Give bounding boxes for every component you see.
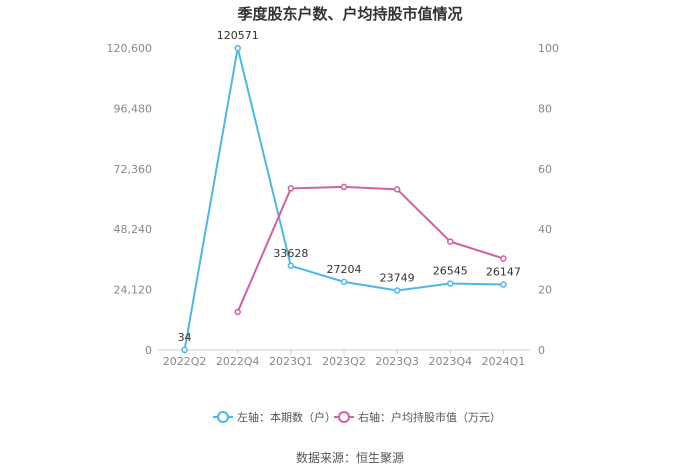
series-line-holders	[183, 47, 504, 351]
data-point[interactable]	[393, 186, 401, 193]
legend-marker-right-series	[338, 411, 350, 423]
data-labels: 34 120571 33628 27204 23749 26545 26147	[178, 29, 521, 344]
data-label: 120571	[217, 29, 259, 42]
data-point[interactable]	[287, 185, 295, 192]
series-layer	[181, 44, 507, 354]
data-point[interactable]	[181, 346, 188, 354]
x-tick-label: 2023Q4	[428, 355, 472, 368]
x-tick-label: 2022Q2	[163, 355, 207, 368]
left-y-tick-label: 72,360	[114, 163, 153, 176]
data-point[interactable]	[393, 287, 401, 294]
left-y-tick-label: 96,480	[114, 102, 153, 115]
data-label: 26545	[433, 265, 468, 278]
legend-item-left-series[interactable]: 左轴：本期数（户）	[213, 410, 336, 424]
data-point[interactable]	[447, 280, 454, 287]
x-tick-label: 2022Q4	[216, 355, 260, 368]
data-point[interactable]	[287, 262, 295, 270]
right-y-tick-label: 100	[538, 42, 559, 55]
left-y-tick-label: 48,240	[114, 223, 153, 236]
x-tick-label: 2023Q1	[269, 355, 313, 368]
legend-label-left-series: 左轴：本期数（户）	[237, 410, 336, 424]
data-label: 23749	[380, 272, 415, 285]
chart-title: 季度股东户数、户均持股市值情况	[237, 5, 462, 23]
data-label: 34	[178, 331, 192, 344]
data-label: 33628	[273, 247, 308, 260]
data-source: 数据来源：恒生聚源	[296, 450, 404, 465]
x-tick-label: 2023Q3	[375, 355, 419, 368]
data-point[interactable]	[340, 183, 348, 191]
data-point[interactable]	[500, 281, 507, 288]
series-line-avg-value	[236, 185, 504, 313]
data-point[interactable]	[234, 308, 241, 316]
left-y-tick-label: 120,600	[107, 42, 153, 55]
data-label: 27204	[327, 263, 362, 276]
data-point[interactable]	[447, 238, 454, 245]
right-y-tick-label: 80	[538, 102, 552, 115]
right-y-tick-label: 20	[538, 284, 552, 297]
legend-item-right-series[interactable]: 右轴：户均持股市值（万元）	[334, 410, 501, 424]
legend-marker-left-series	[217, 411, 229, 423]
legend-label-right-series: 右轴：户均持股市值（万元）	[358, 410, 501, 424]
left-y-tick-label: 24,120	[114, 284, 153, 297]
right-y-tick-label: 40	[538, 223, 552, 236]
data-point[interactable]	[340, 278, 348, 286]
data-point[interactable]	[234, 44, 241, 52]
legend[interactable]: 左轴：本期数（户） 右轴：户均持股市值（万元）	[213, 410, 501, 424]
data-point[interactable]	[500, 255, 507, 262]
right-y-tick-label: 0	[538, 344, 545, 357]
x-tick-label: 2024Q1	[482, 355, 526, 368]
axes: 2022Q2 2022Q4 2023Q1 2023Q2 2023Q3 2023Q4 2024…	[107, 42, 560, 368]
data-label: 26147	[486, 266, 521, 279]
right-y-tick-label: 60	[538, 163, 552, 176]
x-tick-label: 2023Q2	[322, 355, 366, 368]
left-y-tick-label: 0	[145, 344, 152, 357]
